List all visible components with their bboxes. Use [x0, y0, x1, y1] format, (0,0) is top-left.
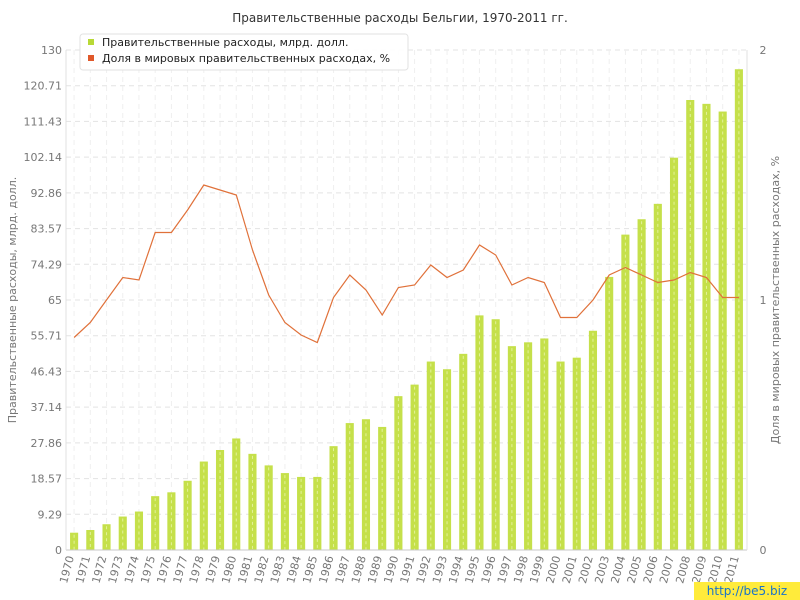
- y-tick-label: 111.43: [24, 115, 63, 128]
- y-tick-label: 18.57: [31, 473, 63, 486]
- legend-box: [79, 33, 409, 71]
- y-tick-label: 102.14: [24, 151, 63, 164]
- bar: [264, 465, 273, 550]
- bar: [653, 203, 662, 550]
- y-tick-label: 130: [41, 44, 62, 57]
- y-tick-label: 0: [55, 544, 62, 557]
- legend-swatch-line: [88, 55, 94, 61]
- series-line: [73, 184, 739, 344]
- y-tick-label: 55.71: [31, 330, 63, 343]
- y-tick-label: 92.86: [31, 187, 63, 200]
- axes: [65, 50, 748, 551]
- y-tick-label: 46.43: [31, 365, 63, 378]
- y-tick-label: 27.86: [31, 437, 63, 450]
- bar-series: [70, 69, 743, 551]
- bar: [102, 524, 111, 550]
- bar: [524, 342, 533, 550]
- left-axis-ticks: 0 9.29 18.57 27.86 37.14 46.43 55.71 65 74.29 83.…: [24, 44, 63, 557]
- bar: [572, 357, 581, 550]
- bar: [134, 511, 144, 550]
- bar: [588, 330, 598, 550]
- bar: [248, 453, 257, 550]
- legend-swatch-bar: [88, 39, 94, 45]
- y2-tick-label: 2: [760, 44, 767, 57]
- y-tick-label: 65: [48, 294, 62, 307]
- y2-axis-title: Доля в мировых правительственных расхода…: [769, 156, 782, 444]
- legend-label-line[interactable]: Доля в мировых правительственных расхода…: [102, 52, 390, 65]
- bar: [507, 346, 516, 550]
- bar: [313, 476, 322, 550]
- bar: [232, 438, 241, 550]
- bar: [491, 319, 500, 550]
- y2-tick-label: 1: [760, 294, 767, 307]
- bar: [378, 426, 387, 550]
- y-tick-label: 37.14: [31, 401, 63, 414]
- bar: [702, 103, 711, 550]
- y-tick-label: 120.71: [24, 80, 63, 93]
- bar: [361, 419, 371, 550]
- legend[interactable]: Правительственные расходы, млрд. долл. Д…: [79, 33, 409, 71]
- chart-title: Правительственные расходы Бельгии, 1970-…: [232, 11, 568, 25]
- bar: [297, 476, 306, 550]
- legend-label-bar[interactable]: Правительственные расходы, млрд. долл.: [102, 36, 348, 49]
- watermark-link[interactable]: http://be5.biz: [694, 582, 800, 600]
- y-axis-title: Правительственные расходы, млрд. долл.: [6, 177, 19, 423]
- y-tick-label: 74.29: [31, 258, 63, 271]
- bar: [442, 369, 452, 550]
- y-tick-label: 9.29: [38, 508, 63, 521]
- bar: [734, 69, 743, 550]
- line-series: [73, 184, 739, 344]
- bar: [621, 234, 630, 550]
- y2-tick-label: 0: [760, 544, 767, 557]
- y-tick-label: 83.57: [31, 223, 63, 236]
- right-axis-ticks: 0 1 2: [760, 44, 767, 557]
